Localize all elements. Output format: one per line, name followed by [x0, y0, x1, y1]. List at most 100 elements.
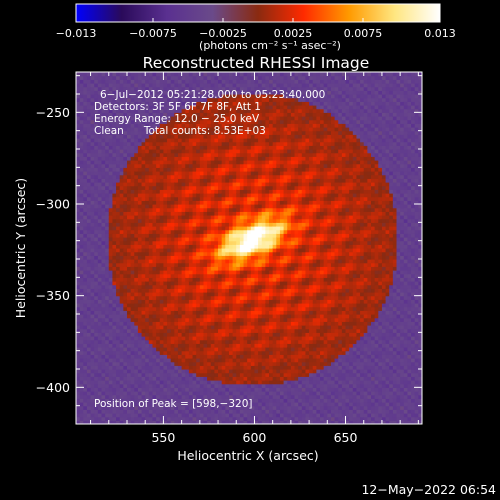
image-pixel [141, 420, 146, 424]
image-pixel [159, 112, 165, 117]
image-pixel [90, 156, 95, 161]
image-pixel [152, 79, 157, 84]
image-pixel [203, 416, 208, 421]
image-pixel [105, 343, 110, 348]
image-pixel [247, 248, 252, 253]
image-pixel [210, 86, 215, 91]
image-pixel [236, 409, 241, 414]
image-pixel [232, 343, 237, 348]
image-pixel [170, 365, 175, 370]
image-pixel [156, 196, 161, 201]
image-pixel [236, 215, 241, 220]
image-pixel [207, 281, 212, 286]
image-pixel [101, 409, 106, 414]
image-pixel [258, 207, 263, 212]
image-pixel [141, 402, 146, 407]
image-pixel [207, 398, 212, 403]
image-pixel [250, 321, 256, 326]
image-pixel [83, 398, 88, 403]
image-pixel [177, 127, 183, 132]
image-pixel [177, 86, 183, 91]
image-pixel [97, 306, 103, 311]
image-pixel [258, 112, 263, 117]
image-pixel [210, 130, 215, 135]
image-pixel [141, 277, 146, 282]
image-pixel [112, 391, 117, 396]
image-pixel [152, 262, 157, 267]
image-pixel [119, 354, 124, 359]
image-pixel [247, 75, 252, 80]
image-pixel [247, 97, 252, 102]
image-pixel [108, 266, 114, 271]
image-pixel [239, 299, 245, 304]
image-pixel [167, 86, 172, 91]
image-pixel [152, 336, 157, 341]
image-pixel [152, 178, 157, 183]
image-pixel [156, 79, 161, 84]
image-pixel [112, 310, 117, 315]
image-pixel [116, 145, 121, 150]
image-pixel [199, 325, 205, 330]
image-pixel [126, 207, 132, 212]
image-pixel [232, 86, 237, 91]
image-pixel [137, 266, 143, 271]
image-pixel [101, 248, 106, 253]
image-pixel [258, 244, 263, 249]
image-pixel [232, 387, 237, 392]
image-pixel [86, 222, 92, 227]
image-pixel [86, 281, 92, 286]
image-pixel [130, 156, 135, 161]
image-pixel [83, 156, 88, 161]
image-pixel [196, 405, 201, 410]
image-pixel [177, 376, 183, 381]
image-pixel [145, 273, 150, 278]
image-pixel [214, 343, 219, 348]
image-pixel [243, 105, 248, 110]
image-pixel [203, 358, 208, 363]
image-pixel [170, 101, 175, 106]
image-pixel [225, 413, 230, 418]
image-pixel [239, 149, 245, 154]
image-pixel [196, 277, 201, 282]
image-pixel [192, 409, 197, 414]
image-pixel [225, 185, 230, 190]
image-pixel [79, 259, 84, 264]
image-pixel [196, 141, 201, 146]
image-pixel [177, 277, 183, 282]
image-pixel [247, 413, 252, 418]
image-pixel [185, 182, 190, 187]
image-pixel [94, 167, 99, 172]
image-pixel [203, 255, 208, 260]
image-pixel [207, 288, 212, 293]
image-pixel [141, 105, 146, 110]
image-pixel [163, 244, 168, 249]
image-pixel [196, 409, 201, 414]
image-pixel [258, 251, 263, 256]
image-pixel [203, 218, 208, 223]
image-pixel [236, 160, 241, 165]
image-pixel [79, 193, 84, 198]
image-pixel [119, 409, 124, 414]
image-pixel [192, 222, 197, 227]
image-pixel [207, 350, 212, 355]
image-pixel [119, 376, 124, 381]
image-pixel [126, 119, 132, 124]
image-pixel [254, 171, 259, 176]
image-pixel [170, 79, 175, 84]
image-pixel [177, 317, 183, 322]
image-pixel [167, 204, 172, 209]
image-pixel [236, 380, 241, 385]
image-pixel [156, 72, 161, 77]
image-pixel [159, 101, 165, 106]
image-pixel [261, 248, 266, 253]
image-pixel [228, 215, 234, 220]
image-pixel [156, 376, 161, 381]
image-pixel [210, 376, 215, 381]
image-pixel [119, 207, 124, 212]
image-pixel [130, 152, 135, 157]
image-pixel [185, 145, 190, 150]
image-pixel [210, 204, 215, 209]
image-pixel [126, 347, 132, 352]
image-pixel [148, 402, 154, 407]
image-pixel [210, 207, 215, 212]
